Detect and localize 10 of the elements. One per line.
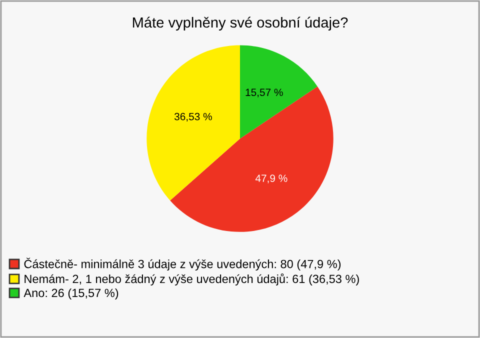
pie-slice bbox=[240, 45, 318, 139]
legend-label: Nemám- 2, 1 nebo žádný z výše uvedených údajů: 61 (36,53 %) bbox=[24, 273, 359, 286]
data-label: 36,53 % bbox=[174, 112, 212, 122]
pie-slice bbox=[170, 86, 334, 232]
chart-title: Máte vyplněny své osobní údaje? bbox=[132, 16, 348, 31]
legend-label: Částečně- minimálně 3 údaje z výše uvedených: 80 (47,9 %) bbox=[24, 258, 341, 271]
data-label: 15,57 % bbox=[246, 88, 283, 98]
legend-label: Ano: 26 (15,57 %) bbox=[24, 288, 118, 300]
pie-slice bbox=[146, 45, 240, 200]
data-label: 47,9 % bbox=[255, 174, 288, 184]
